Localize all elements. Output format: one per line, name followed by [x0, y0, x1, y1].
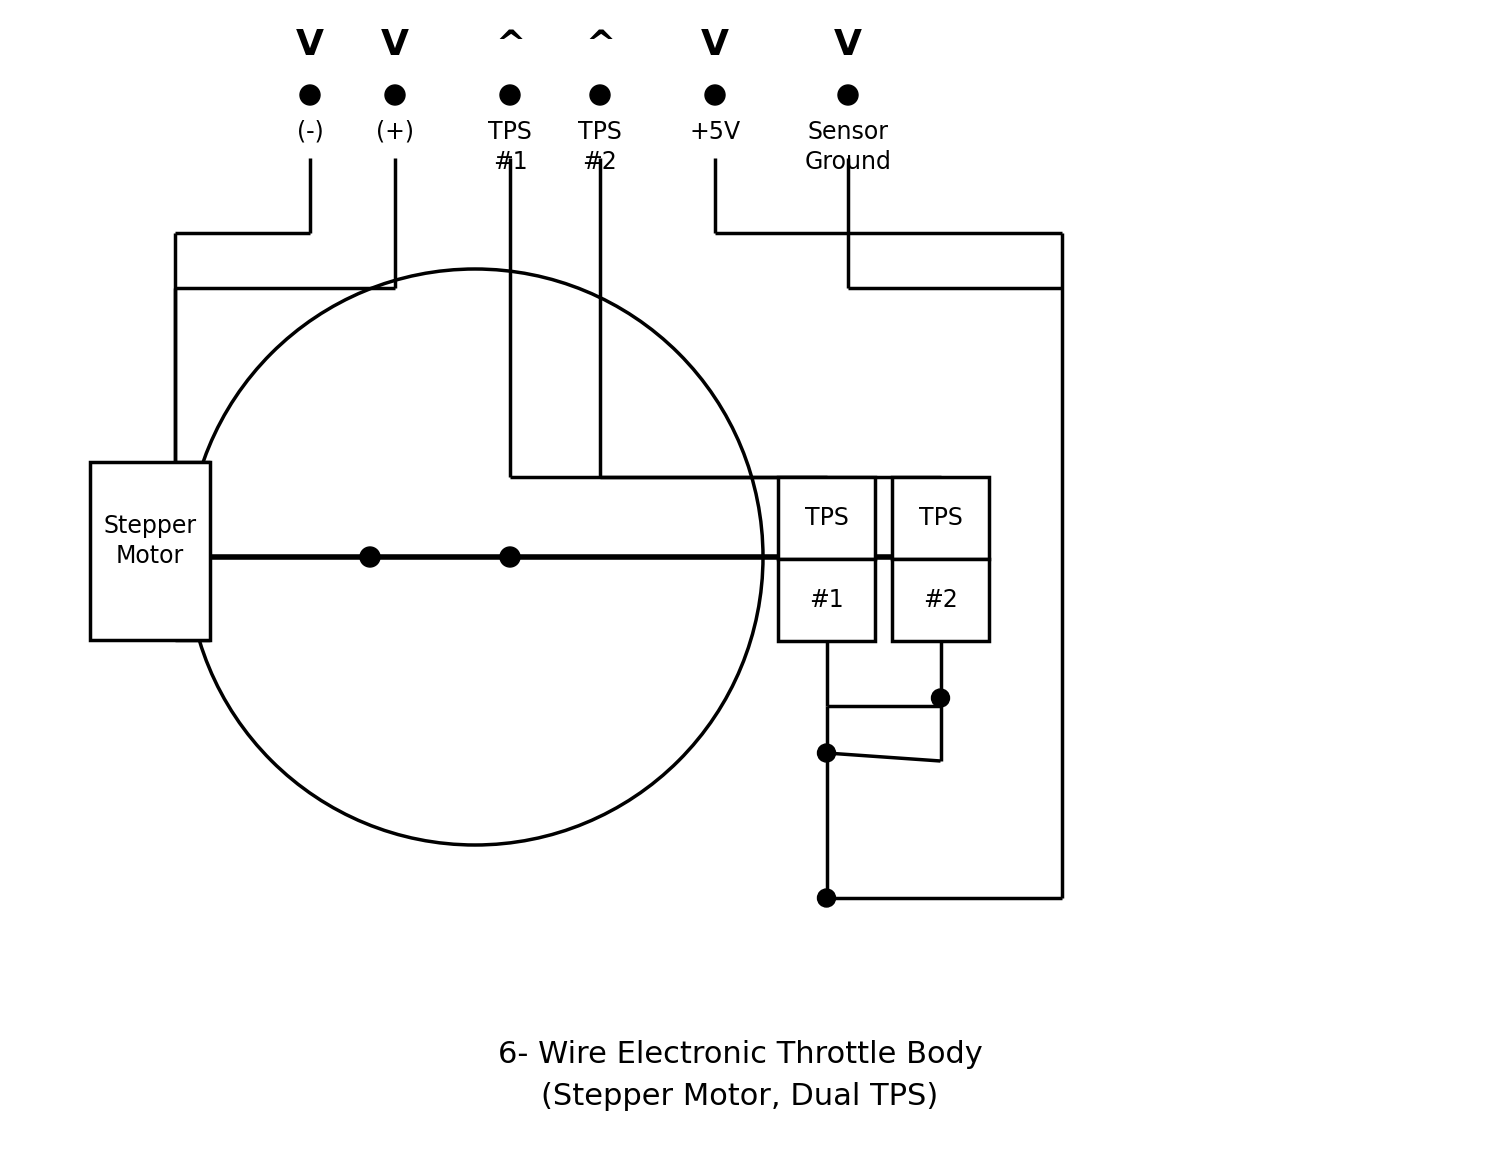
Text: #1: #1 [809, 588, 843, 612]
Circle shape [501, 85, 520, 105]
Text: 6- Wire Electronic Throttle Body: 6- Wire Electronic Throttle Body [498, 1040, 982, 1069]
Text: +5V: +5V [690, 120, 741, 144]
Circle shape [818, 889, 836, 908]
Circle shape [501, 547, 520, 566]
Text: Stepper
Motor: Stepper Motor [103, 514, 197, 568]
Text: TPS: TPS [805, 506, 848, 530]
Text: TPS: TPS [918, 506, 963, 530]
Text: V: V [381, 28, 408, 62]
Circle shape [384, 85, 405, 105]
Text: ^: ^ [586, 28, 615, 62]
Circle shape [837, 85, 858, 105]
Text: V: V [297, 28, 323, 62]
Text: (Stepper Motor, Dual TPS): (Stepper Motor, Dual TPS) [541, 1082, 939, 1111]
Text: (-): (-) [297, 120, 323, 144]
Text: (+): (+) [375, 120, 414, 144]
Circle shape [931, 689, 949, 707]
Bar [778, 477, 875, 559]
Text: ^: ^ [495, 28, 524, 62]
Bar [778, 559, 875, 641]
Text: V: V [700, 28, 729, 62]
Circle shape [590, 85, 609, 105]
Circle shape [705, 85, 726, 105]
Text: #2: #2 [924, 588, 958, 612]
Text: Sensor
Ground: Sensor Ground [805, 120, 891, 174]
Text: V: V [834, 28, 863, 62]
Bar [89, 463, 210, 640]
Bar [893, 477, 989, 559]
Circle shape [361, 547, 380, 566]
Text: TPS
#2: TPS #2 [578, 120, 621, 174]
Circle shape [818, 744, 836, 762]
Circle shape [299, 85, 320, 105]
Text: TPS
#1: TPS #1 [489, 120, 532, 174]
Bar [893, 559, 989, 641]
